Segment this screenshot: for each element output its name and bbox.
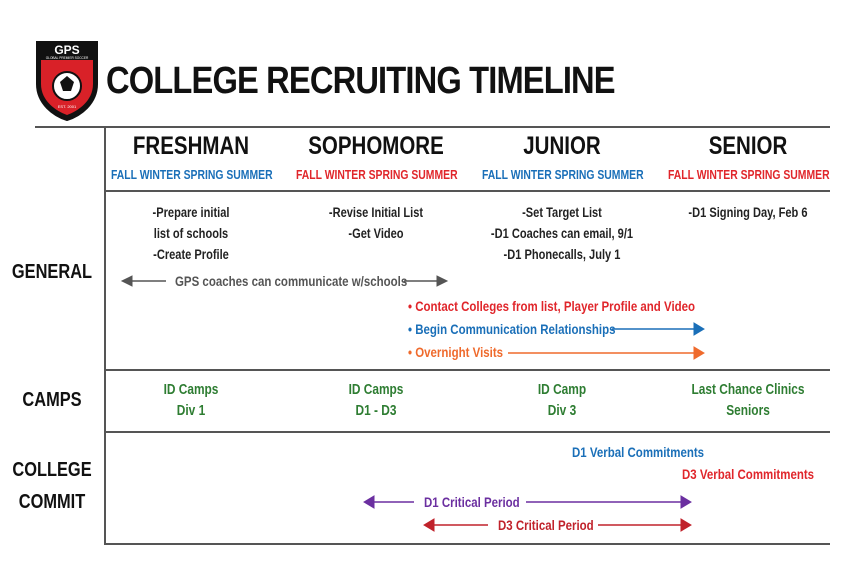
general-sophomore: -Revise Initial List -Get Video: [294, 202, 458, 244]
general-row-divider: [106, 369, 830, 371]
d1-critical-period: D1 Critical Period: [424, 494, 520, 510]
general-junior-line: -Set Target List: [522, 205, 602, 220]
d1-critical-period-arrow: [363, 495, 692, 509]
general-freshman-line: list of schools: [153, 226, 229, 241]
camps-row-divider: [106, 431, 830, 433]
row-label-camps: CAMPS: [22, 389, 82, 411]
general-junior-line: -D1 Phonecalls, July 1: [503, 247, 621, 262]
seasons-senior: FALL WINTER SPRING SUMMER: [668, 167, 830, 182]
camps-sophomore-line: ID Camps: [348, 382, 404, 398]
d3-verbal-commitments: D3 Verbal Commitments: [682, 466, 815, 482]
camps-senior-line: Seniors: [726, 403, 770, 419]
gps-shield-logo: GPS GLOBAL PREMIER SOCCER EST. 2001: [36, 41, 98, 122]
seasons-junior: FALL WINTER SPRING SUMMER: [482, 167, 644, 182]
general-senior: -D1 Signing Day, Feb 6: [666, 202, 830, 223]
logo-est: EST. 2001: [58, 104, 77, 109]
year-sophomore: SOPHOMORE: [308, 132, 444, 160]
general-junior: -Set Target List -D1 Coaches can email, …: [480, 202, 644, 265]
row-label-college-commit-line1: COLLEGE: [12, 459, 92, 481]
bullet-contact-colleges: • Contact Colleges from list, Player Pro…: [408, 298, 696, 314]
d3-critical-period-arrow: [423, 518, 692, 532]
bullet-begin-communication: • Begin Communication Relationships: [408, 321, 616, 337]
seasons-freshman: FALL WINTER SPRING SUMMER: [111, 167, 273, 182]
camps-freshman-line: ID Camps: [163, 382, 219, 398]
year-junior: JUNIOR: [523, 132, 601, 160]
camps-junior-line: Div 3: [547, 403, 577, 419]
gps-coaches-communicate-text: GPS coaches can communicate w/schools: [175, 273, 408, 289]
bullet-overnight-visits: • Overnight Visits: [408, 344, 504, 360]
general-freshman: -Prepare initial list of schools -Create…: [109, 202, 273, 265]
camps-freshman: ID Camps Div 1: [101, 380, 281, 422]
camps-senior: Last Chance Clinics Seniors: [658, 380, 838, 422]
row-label-college-commit-line2: COMMIT: [18, 491, 86, 513]
general-sophomore-line: -Revise Initial List: [328, 205, 424, 220]
bottom-rule: [106, 543, 830, 545]
general-junior-line: -D1 Coaches can email, 9/1: [490, 226, 634, 241]
camps-sophomore-line: D1 - D3: [355, 403, 397, 419]
year-freshman: FRESHMAN: [132, 132, 250, 160]
d1-verbal-commitments: D1 Verbal Commitments: [572, 444, 705, 460]
camps-senior-line: Last Chance Clinics: [691, 382, 805, 398]
gps-coaches-arrow: [120, 275, 449, 287]
year-header-divider: [106, 190, 830, 192]
camps-junior-line: ID Camp: [537, 382, 587, 398]
row-label-general: GENERAL: [11, 261, 93, 283]
camps-sophomore: ID Camps D1 - D3: [286, 380, 466, 422]
overnight-visits-arrow: [508, 346, 705, 360]
logo-text: GPS: [54, 43, 79, 57]
camps-freshman-line: Div 1: [176, 403, 206, 419]
page-title: COLLEGE RECRUITING TIMELINE: [106, 60, 616, 102]
seasons-sophomore: FALL WINTER SPRING SUMMER: [296, 167, 458, 182]
year-senior: SENIOR: [708, 132, 788, 160]
begin-communication-arrow: [612, 322, 705, 336]
general-senior-line: -D1 Signing Day, Feb 6: [688, 205, 808, 220]
camps-junior: ID Camp Div 3: [472, 380, 652, 422]
logo-subtext: GLOBAL PREMIER SOCCER: [46, 56, 89, 60]
label-column-divider: [104, 126, 106, 545]
general-freshman-line: -Create Profile: [153, 247, 229, 262]
d3-critical-period: D3 Critical Period: [498, 517, 594, 533]
general-sophomore-line: -Get Video: [348, 226, 404, 241]
general-freshman-line: -Prepare initial: [152, 205, 230, 220]
header-rule: [35, 126, 830, 128]
